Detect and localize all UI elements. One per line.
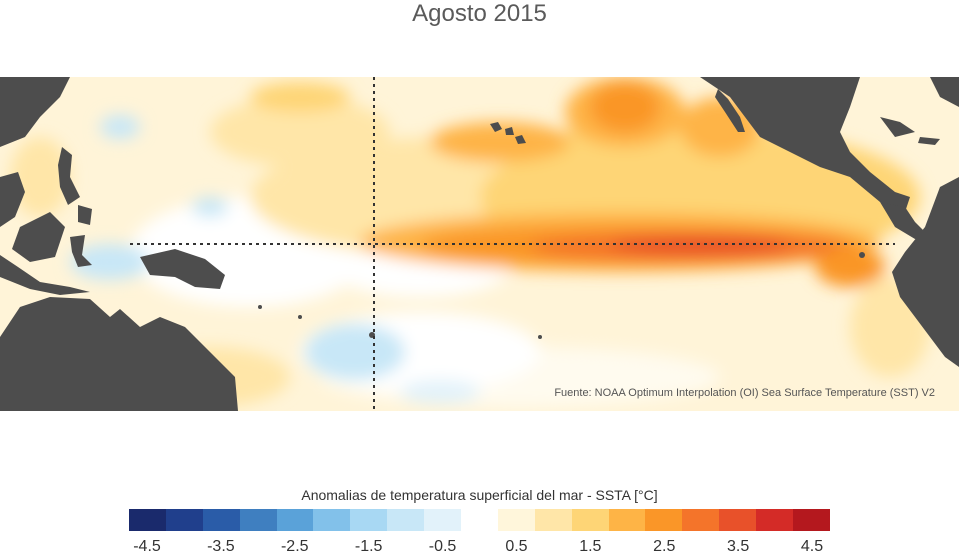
colorbar-tick-label: -2.5 — [280, 538, 309, 555]
colorbar-segment — [387, 509, 425, 531]
legend-title: Anomalias de temperatura superficial del… — [301, 487, 658, 503]
colorbar-segment — [313, 509, 351, 531]
colorbar-tick-label: -0.5 — [428, 538, 457, 555]
colorbar-tick-label: -1.5 — [354, 538, 383, 555]
colorbar-tick-label: 1.5 — [579, 538, 602, 555]
colorbar-segment — [719, 509, 757, 531]
colorbar-segment — [461, 509, 498, 531]
colorbar-segment — [793, 509, 830, 531]
colorbar-segment — [682, 509, 720, 531]
colorbar-tick-label: 4.5 — [800, 538, 824, 555]
colorbar-tick-label: 0.5 — [505, 538, 528, 555]
ssta-map — [0, 77, 959, 411]
colorbar — [129, 509, 830, 531]
colorbar-tick-label: 2.5 — [653, 538, 676, 555]
colorbar-ticks: -4.5 -3.5 -2.5 -1.5 -0.5 0.5 1.5 2.5 3.5 4.5 — [0, 537, 959, 557]
colorbar-segment — [756, 509, 794, 531]
colorbar-segment — [497, 509, 535, 531]
colorbar-segment — [276, 509, 314, 531]
colorbar-tick-label: -3.5 — [207, 538, 235, 555]
colorbar-segment — [534, 509, 572, 531]
land-masses — [0, 77, 959, 411]
colorbar-segment — [645, 509, 683, 531]
colorbar-segment — [350, 509, 388, 531]
colorbar-segment — [571, 509, 609, 531]
colorbar-segment — [424, 509, 462, 531]
colorbar-segment — [202, 509, 240, 531]
colorbar-segment — [608, 509, 646, 531]
colorbar-segment — [165, 509, 203, 531]
colorbar-segment — [129, 509, 166, 531]
colorbar-tick-label: -4.5 — [133, 538, 161, 555]
source-note: Fuente: NOAA Optimum Interpolation (OI) … — [554, 387, 935, 399]
colorbar-segment — [239, 509, 277, 531]
colorbar-tick-label: 3.5 — [726, 538, 750, 555]
page-title: Agosto 2015 — [412, 0, 547, 27]
